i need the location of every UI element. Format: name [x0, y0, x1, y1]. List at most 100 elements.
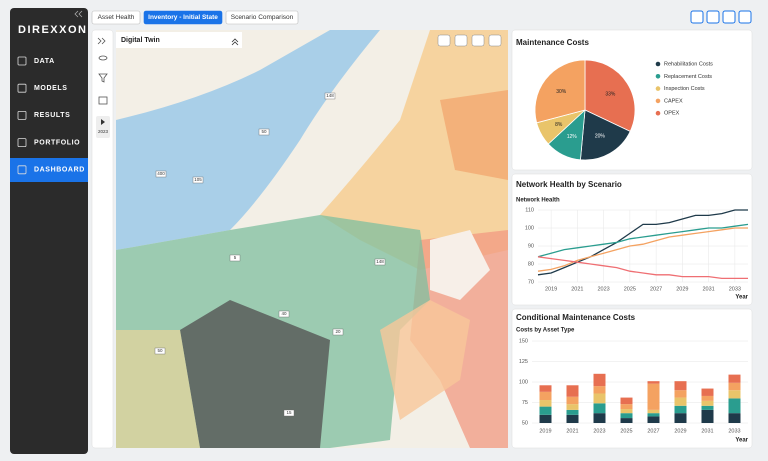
bar-segment: [620, 418, 633, 423]
road-shield: [332, 328, 344, 336]
play-box: [96, 116, 110, 138]
road-shield: [155, 170, 167, 178]
tab-label: Inventory - Initial State: [148, 14, 218, 21]
x-tick-label: 2023: [598, 286, 610, 292]
x-tick-label: 2021: [566, 428, 578, 434]
collapse-map[interactable]: [231, 38, 239, 46]
road-label: 5: [234, 255, 237, 260]
tool-strip: [91, 29, 114, 449]
bar-segment: [539, 414, 552, 423]
river: [116, 30, 380, 250]
legend-swatch: [655, 110, 661, 116]
database-icon[interactable]: [98, 55, 108, 61]
bar-segment: [566, 409, 579, 415]
road-shield: [229, 254, 241, 262]
x-tick-label: 2029: [674, 428, 686, 434]
collapse-icon[interactable]: [74, 10, 83, 18]
bar-segment: [701, 400, 714, 406]
bar-segment: [620, 413, 633, 419]
bar-segment: [593, 373, 606, 387]
bar-segment: [674, 405, 687, 414]
road-shield: [192, 176, 204, 184]
road-shield: [154, 347, 166, 355]
bar-segment: [728, 390, 741, 399]
legend-swatch: [655, 74, 661, 79]
expand-icon[interactable]: [97, 37, 106, 45]
map: 400 148 50 5 105 40 20 15 50 148 Digital Twin: [116, 30, 508, 448]
tab[interactable]: [225, 10, 299, 25]
pie-slice: [579, 109, 631, 161]
line-series: [537, 209, 748, 276]
chart-title: Network Health by Scenario: [516, 180, 622, 189]
bar-segment: [728, 413, 741, 423]
map-tool[interactable]: [488, 34, 502, 47]
x-tick-label: 2029: [676, 286, 688, 292]
nav-item[interactable]: RESULTS: [34, 112, 70, 119]
bar-segment: [539, 385, 552, 392]
road-label: 148: [376, 259, 384, 264]
slice-label: 30%: [556, 89, 567, 95]
copy-button[interactable]: [722, 10, 736, 24]
road-shield: [324, 92, 336, 100]
bar-segment: [539, 391, 552, 401]
tab[interactable]: [143, 10, 223, 25]
filter-icon[interactable]: [98, 73, 108, 83]
delete-button[interactable]: [738, 10, 752, 24]
toolbar-icons: [690, 10, 752, 24]
bar-segment: [620, 409, 633, 414]
bar-segment: [593, 393, 606, 404]
y-tick-label: 90: [528, 243, 534, 249]
bar-segment: [647, 413, 660, 417]
nav-item[interactable]: DASHBOARD: [34, 167, 85, 174]
tab[interactable]: [91, 10, 141, 25]
road-shield: [258, 128, 270, 136]
chart-title: Maintenance Costs: [516, 38, 589, 47]
x-tick-label: 2023: [593, 428, 605, 434]
y-tick-label: 75: [522, 400, 528, 406]
y-tick-label: 125: [519, 359, 528, 365]
x-tick-label: 2027: [650, 286, 662, 292]
map-tool[interactable]: [471, 34, 485, 47]
comment-icon[interactable]: [98, 96, 108, 105]
nav-item[interactable]: DATA: [34, 58, 55, 65]
road-shield: [374, 258, 386, 266]
y-tick-label: 150: [519, 338, 528, 344]
x-tick-label: 2031: [703, 286, 715, 292]
legend-swatch: [655, 61, 661, 67]
legend-label: Inspection Costs: [664, 86, 705, 92]
map-tool[interactable]: [454, 34, 468, 47]
road-label: 40: [281, 311, 287, 316]
slice-label: 8%: [555, 122, 563, 128]
nav-item[interactable]: MODELS: [34, 85, 68, 92]
play-button[interactable]: [101, 119, 105, 125]
bar-segment: [566, 414, 579, 423]
year-label: 2023: [98, 129, 109, 134]
nav-item[interactable]: PORTFOLIO: [34, 139, 80, 146]
x-axis-title: Year: [735, 295, 748, 301]
add-button[interactable]: [690, 10, 704, 24]
bar-segment: [647, 409, 660, 414]
y-axis-title: Network Health: [516, 198, 560, 204]
bar-segment: [647, 416, 660, 423]
bar-segment: [620, 397, 633, 405]
slice-label: 20%: [595, 133, 606, 139]
road-label: 50: [157, 348, 163, 353]
y-axis-title: Costs by Asset Type: [516, 328, 575, 334]
slice-label: 12%: [567, 134, 578, 140]
road-label: 15: [286, 410, 292, 415]
bar-segment: [674, 390, 687, 398]
slice-label: 33%: [605, 91, 616, 97]
x-tick-label: 2033: [729, 286, 741, 292]
x-tick-label: 2027: [647, 428, 659, 434]
y-tick-label: 110: [525, 207, 534, 213]
bar-segment: [701, 395, 714, 401]
nav-icon: [17, 138, 27, 148]
road-label: 400: [157, 171, 165, 176]
bar-segment: [728, 382, 741, 391]
nav-icon: [17, 111, 27, 120]
nav-icon: [17, 56, 27, 66]
map-tool[interactable]: [437, 34, 451, 47]
edit-button[interactable]: [706, 10, 720, 24]
tab-label: Asset Health: [98, 14, 135, 21]
